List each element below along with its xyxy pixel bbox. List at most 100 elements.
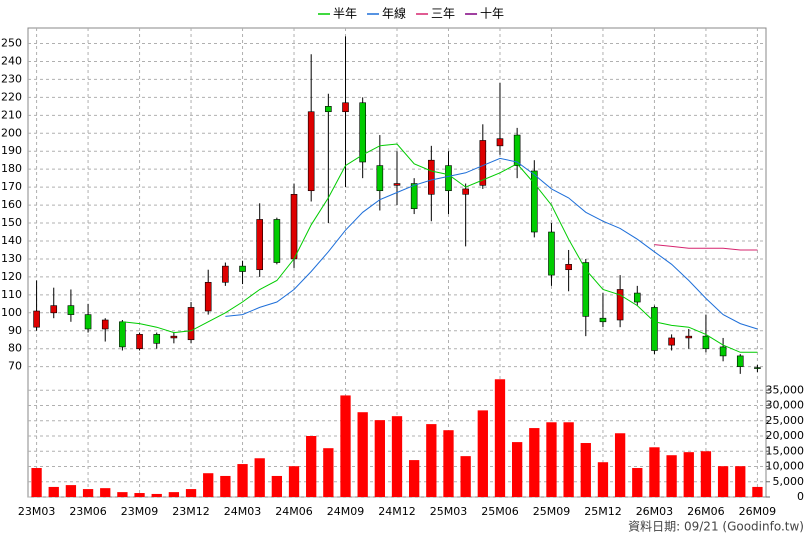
y2-tick-label: 30,000 — [766, 399, 805, 412]
candle-body — [256, 219, 263, 271]
y-tick-label: 240 — [1, 54, 22, 67]
candle-body — [719, 346, 727, 357]
volume-bar — [460, 456, 471, 497]
volume-bar — [100, 488, 111, 497]
y-tick-label: 100 — [1, 306, 22, 319]
y2-tick-label: 20,000 — [766, 429, 805, 442]
volume-bar — [237, 464, 248, 497]
candle-body — [496, 138, 504, 147]
candle-body — [668, 337, 675, 346]
x-tick-label: 24M12 — [378, 505, 416, 518]
ma-line — [122, 143, 758, 353]
volume-bar — [357, 412, 368, 497]
candle-body — [479, 140, 487, 186]
legend-label: 三年 — [431, 7, 455, 21]
y2-tick-label: 25,000 — [766, 414, 805, 427]
candle-body — [101, 319, 109, 330]
source-note: 資料日期: 09/21 (Goodinfo.tw) — [628, 520, 804, 534]
candle-body — [445, 165, 452, 192]
candle-body — [685, 335, 693, 339]
volume-bar — [65, 485, 77, 497]
y-tick-label: 90 — [8, 324, 22, 337]
legend-label: 十年 — [480, 7, 504, 21]
x-tick-label: 26M03 — [636, 505, 674, 518]
volume-bar — [735, 466, 746, 497]
candle-body — [33, 310, 40, 328]
x-tick-label: 26M06 — [687, 505, 725, 518]
volume-bar — [683, 452, 694, 497]
candle-body — [359, 102, 366, 163]
volume-bar — [597, 462, 609, 497]
candle-body — [599, 317, 607, 323]
x-tick-label: 23M06 — [69, 505, 107, 518]
y-tick-label: 110 — [1, 288, 22, 301]
volume-bar — [649, 447, 660, 497]
x-tick-label: 25M12 — [584, 505, 622, 518]
candle-body — [565, 264, 572, 271]
volume-bar — [374, 420, 385, 497]
candle-body — [462, 188, 469, 195]
x-tick-label: 25M09 — [533, 505, 571, 518]
volume-bar — [271, 475, 283, 497]
candle-body — [633, 292, 641, 303]
candle-body — [754, 367, 761, 369]
legend: 半年 年線 三年 十年 — [318, 6, 504, 21]
candle-body — [702, 335, 710, 350]
candle-body — [67, 305, 75, 315]
y-tick-label: 250 — [1, 37, 22, 50]
volume-bar — [494, 379, 506, 497]
candle-body — [428, 159, 435, 195]
volume-bar — [752, 486, 763, 497]
ma-line — [654, 244, 758, 251]
candle-body — [342, 102, 349, 113]
y-tick-label: 200 — [1, 126, 22, 139]
candle-body — [204, 281, 212, 312]
candle-body — [616, 289, 624, 321]
volume-bar — [426, 424, 437, 497]
x-tick-label: 25M03 — [430, 505, 468, 518]
volume-bar — [511, 442, 523, 497]
y-tick-label: 180 — [1, 162, 22, 175]
candle-body — [531, 170, 538, 233]
ma-line — [225, 157, 758, 330]
volume-bar — [31, 468, 42, 497]
candle-body — [325, 106, 332, 113]
y-tick-label: 150 — [1, 216, 22, 229]
candle-body — [273, 219, 281, 263]
candle-body — [239, 265, 246, 272]
volume-bar — [288, 466, 300, 497]
legend-label: 年線 — [382, 6, 406, 21]
y-tick-label: 70 — [8, 360, 22, 373]
volume-bar — [563, 422, 574, 497]
x-tick-label: 24M03 — [224, 505, 262, 518]
y-tick-label: 230 — [1, 72, 22, 85]
x-tick-label: 24M09 — [327, 505, 365, 518]
y2-tick-label: 10,000 — [766, 460, 805, 473]
candle-body — [136, 334, 143, 350]
volume-bar — [546, 422, 557, 497]
candle-body — [153, 334, 161, 344]
candle-body — [50, 305, 58, 314]
volume-bar — [306, 436, 317, 497]
volume-bar — [409, 460, 420, 497]
candle-body — [376, 165, 384, 192]
legend-label: 半年 — [333, 7, 357, 21]
y-tick-label: 140 — [1, 234, 22, 247]
volume-bar — [48, 486, 59, 497]
y-tick-label: 210 — [1, 108, 22, 121]
volume-bar — [82, 489, 94, 497]
candle-body — [290, 194, 298, 260]
x-tick-label: 26M09 — [739, 505, 777, 518]
x-tick-label: 24M06 — [275, 505, 313, 518]
candle-body — [410, 183, 418, 209]
y2-tick-label: 5,000 — [773, 475, 805, 488]
volume-bar — [614, 433, 626, 497]
volume-bar — [134, 493, 145, 497]
y-tick-label: 120 — [1, 270, 22, 283]
candle-body — [307, 111, 315, 192]
x-tick-label: 25M06 — [481, 505, 519, 518]
candle-body — [170, 335, 178, 339]
candle-body — [651, 307, 658, 351]
volume-bar — [666, 455, 677, 497]
